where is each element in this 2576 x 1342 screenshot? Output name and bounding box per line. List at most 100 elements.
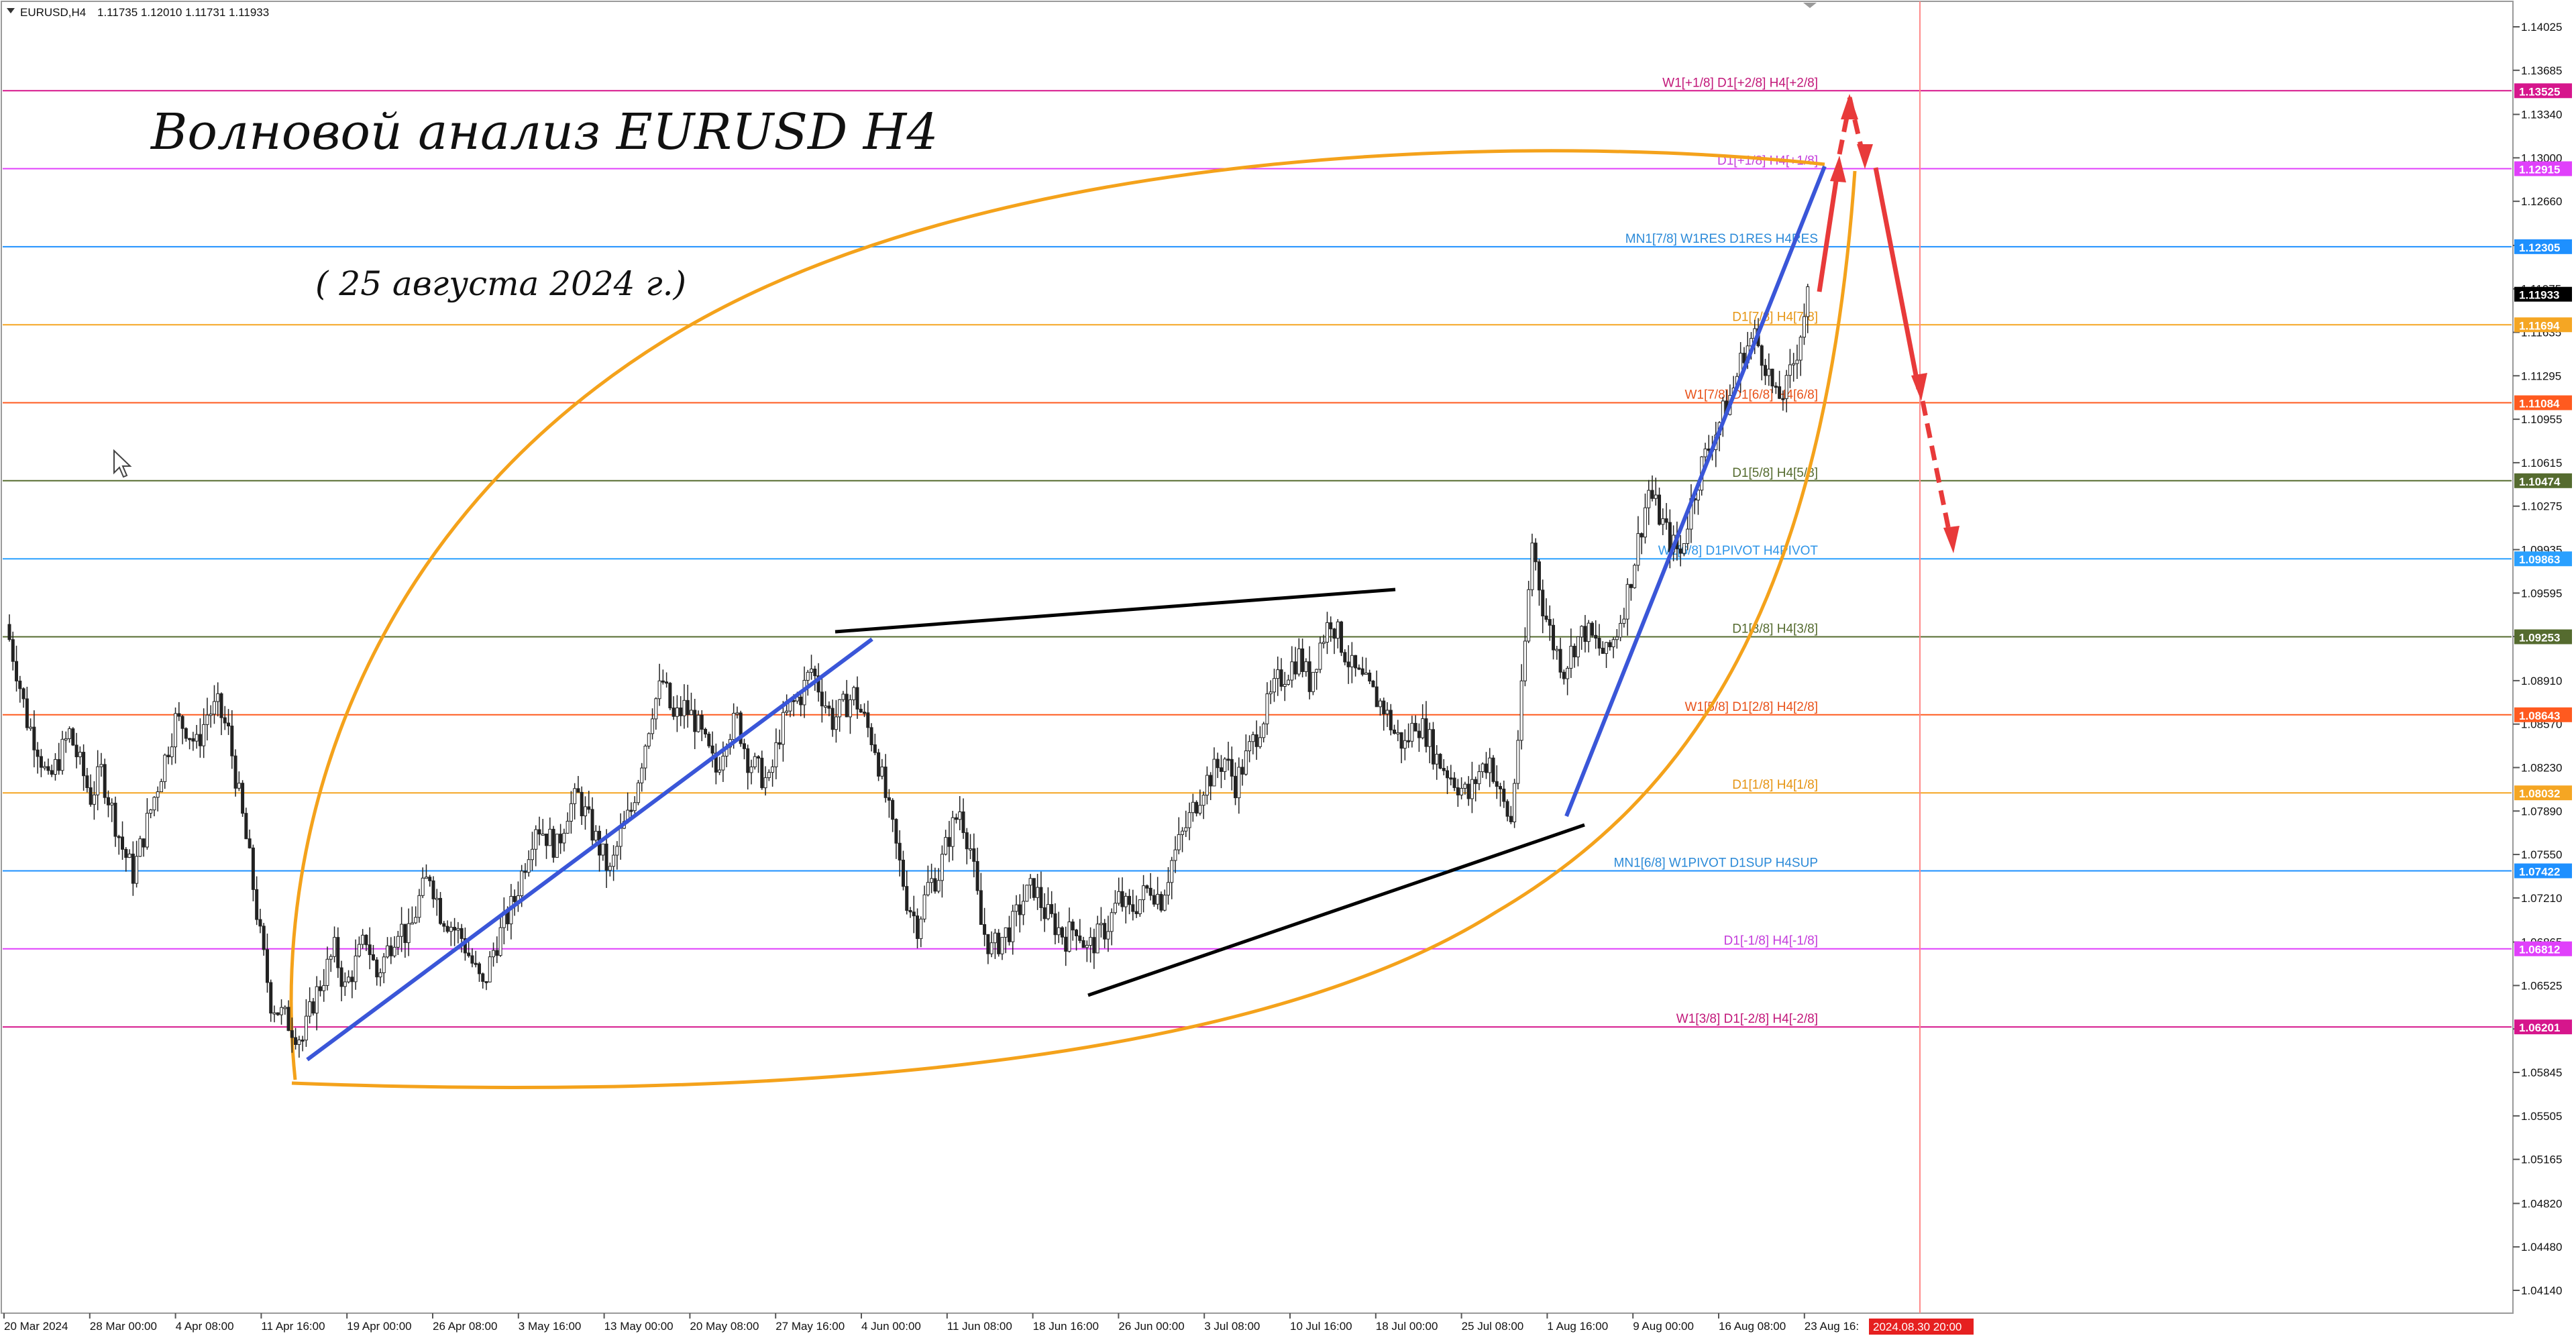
candle-body xyxy=(488,956,492,983)
level-price-tag-text: 1.07422 xyxy=(2519,865,2560,878)
candle-body xyxy=(227,722,231,727)
candle-body xyxy=(824,706,828,708)
candle-body xyxy=(749,767,753,773)
candle-body xyxy=(965,832,969,850)
candle-body xyxy=(64,738,68,740)
level-price-tag-text: 1.11694 xyxy=(2519,319,2560,332)
candle-body xyxy=(1283,683,1287,687)
candle-body xyxy=(1244,750,1248,775)
candle-body xyxy=(636,782,640,803)
arrowhead-3 xyxy=(1857,144,1873,169)
level-price-tag xyxy=(2514,551,2572,567)
candle-body xyxy=(1092,937,1096,954)
candle-body xyxy=(1583,626,1587,642)
candle-body xyxy=(1297,648,1301,675)
candle-body xyxy=(1234,775,1238,799)
orange-arc-upper xyxy=(289,149,1825,1080)
candle-body xyxy=(29,726,33,729)
candle-body xyxy=(1530,543,1534,590)
candle-body xyxy=(732,712,736,740)
candle-body xyxy=(887,797,891,801)
candle-body xyxy=(1106,931,1110,940)
price-tick-label: 1.10615 xyxy=(2521,457,2562,469)
candle-body xyxy=(1329,622,1333,630)
candle-body xyxy=(1212,759,1216,787)
candle-body xyxy=(1262,723,1266,738)
candle-body xyxy=(1240,767,1244,775)
candle-body xyxy=(1611,639,1615,648)
candle-body xyxy=(869,727,873,746)
candle-body xyxy=(492,950,496,958)
candle-body xyxy=(827,706,831,709)
forecast-arrows xyxy=(1817,94,1960,553)
time-tick-label: 18 Jun 16:00 xyxy=(1033,1320,1099,1333)
candle-body xyxy=(410,922,414,925)
candle-body xyxy=(216,693,220,702)
candle-body xyxy=(276,1012,280,1015)
candle-body xyxy=(679,708,683,716)
candle-body xyxy=(785,710,789,713)
candle-body xyxy=(99,764,103,767)
candle-body xyxy=(686,700,690,716)
candle-body xyxy=(280,1007,284,1015)
candle-body xyxy=(1619,622,1623,638)
candle-body xyxy=(386,945,390,958)
candle-body xyxy=(1509,816,1513,822)
candle-body xyxy=(1265,693,1269,724)
dropdown-triangle-icon[interactable] xyxy=(7,8,15,13)
candle-body xyxy=(1421,718,1425,738)
candle-body xyxy=(315,986,319,1014)
candle-body xyxy=(21,688,25,700)
time-tick-label: 26 Jun 00:00 xyxy=(1118,1320,1184,1333)
forecast-arrow-down-dashed-2 xyxy=(1920,400,1953,541)
candle-body xyxy=(269,982,273,1014)
candle-body xyxy=(1159,893,1163,911)
candle-body xyxy=(661,680,665,683)
level-price-tag-text: 1.06812 xyxy=(2519,944,2560,956)
candle-body xyxy=(290,1030,294,1038)
candle-body xyxy=(251,847,255,890)
candle-body xyxy=(1184,827,1188,832)
candle-body xyxy=(110,802,114,805)
price-tick-label: 1.13685 xyxy=(2521,64,2562,77)
candle-body xyxy=(474,962,478,965)
candle-body xyxy=(969,848,973,850)
candle-body xyxy=(53,759,57,775)
candle-body xyxy=(1343,652,1347,663)
candle-body xyxy=(1195,801,1199,814)
candle-body xyxy=(1378,700,1382,708)
candle-body xyxy=(587,806,591,810)
candle-body xyxy=(877,752,881,777)
candle-body xyxy=(177,713,181,717)
candle-body xyxy=(1580,626,1584,638)
candle-body xyxy=(898,842,902,860)
candle-body xyxy=(43,766,47,769)
candle-body xyxy=(1806,286,1810,317)
candle-body xyxy=(983,924,987,935)
level-price-tag-text: 1.11084 xyxy=(2519,398,2560,410)
candle-body xyxy=(763,777,767,789)
candle-body xyxy=(421,877,425,896)
candle-body xyxy=(237,783,241,789)
candle-body xyxy=(1523,640,1527,681)
candle-body xyxy=(1000,937,1004,954)
candle-body xyxy=(1131,904,1135,912)
candle-body xyxy=(428,877,432,881)
candle-body xyxy=(810,669,814,673)
scroll-marker-icon[interactable] xyxy=(1803,3,1817,8)
candle-body xyxy=(1254,734,1258,747)
arrowhead-1 xyxy=(1830,156,1846,182)
candle-body xyxy=(470,955,474,964)
candle-body xyxy=(7,624,11,640)
candle-body xyxy=(573,788,577,804)
candle-body xyxy=(1071,921,1075,931)
candle-body xyxy=(1113,903,1117,913)
candle-body xyxy=(1499,786,1503,789)
candle-body xyxy=(1385,710,1389,715)
candle-body xyxy=(654,698,658,720)
candle-body xyxy=(333,937,337,957)
candle-body xyxy=(74,744,78,757)
candle-body xyxy=(209,714,213,716)
